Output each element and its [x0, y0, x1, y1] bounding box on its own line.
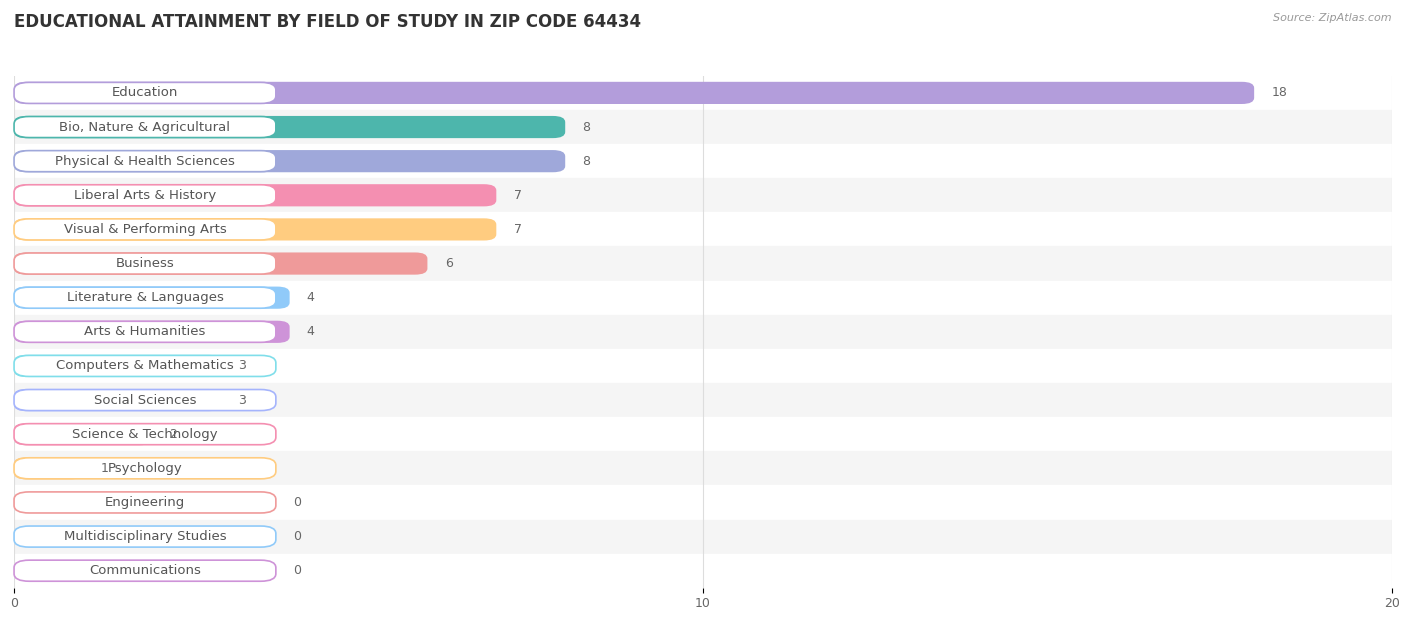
Bar	[14, 76, 1392, 110]
Bar	[14, 383, 1392, 417]
FancyBboxPatch shape	[14, 219, 276, 240]
Bar	[14, 315, 1392, 349]
FancyBboxPatch shape	[14, 82, 276, 104]
Text: Bio, Nature & Agricultural: Bio, Nature & Agricultural	[59, 121, 231, 133]
Text: 4: 4	[307, 325, 315, 338]
FancyBboxPatch shape	[14, 355, 221, 377]
FancyBboxPatch shape	[14, 287, 276, 308]
FancyBboxPatch shape	[14, 526, 276, 547]
Bar	[14, 246, 1392, 281]
Text: Communications: Communications	[89, 564, 201, 577]
FancyBboxPatch shape	[14, 389, 276, 411]
Text: 18: 18	[1271, 87, 1288, 99]
Text: Education: Education	[111, 87, 179, 99]
FancyBboxPatch shape	[14, 423, 276, 445]
Bar	[14, 178, 1392, 212]
FancyBboxPatch shape	[14, 150, 565, 173]
FancyBboxPatch shape	[14, 286, 290, 309]
Text: Arts & Humanities: Arts & Humanities	[84, 325, 205, 338]
FancyBboxPatch shape	[14, 116, 565, 138]
Text: 4: 4	[307, 291, 315, 304]
FancyBboxPatch shape	[14, 355, 276, 377]
FancyBboxPatch shape	[14, 218, 496, 241]
FancyBboxPatch shape	[14, 492, 276, 513]
Text: 8: 8	[582, 155, 591, 167]
FancyBboxPatch shape	[14, 185, 276, 206]
Bar	[14, 281, 1392, 315]
FancyBboxPatch shape	[14, 253, 276, 274]
Text: 0: 0	[292, 564, 301, 577]
FancyBboxPatch shape	[14, 321, 276, 343]
Bar	[14, 520, 1392, 554]
Text: Source: ZipAtlas.com: Source: ZipAtlas.com	[1274, 13, 1392, 23]
FancyBboxPatch shape	[14, 389, 221, 411]
FancyBboxPatch shape	[14, 116, 276, 138]
FancyBboxPatch shape	[14, 458, 276, 479]
Text: Science & Technology: Science & Technology	[72, 428, 218, 441]
Bar	[14, 110, 1392, 144]
Text: Visual & Performing Arts: Visual & Performing Arts	[63, 223, 226, 236]
Text: Computers & Mathematics: Computers & Mathematics	[56, 360, 233, 372]
FancyBboxPatch shape	[14, 320, 290, 343]
FancyBboxPatch shape	[14, 457, 83, 480]
Bar	[14, 417, 1392, 451]
Text: Social Sciences: Social Sciences	[94, 394, 197, 406]
Text: 6: 6	[444, 257, 453, 270]
Bar	[14, 144, 1392, 178]
Text: 2: 2	[169, 428, 177, 441]
Text: Engineering: Engineering	[105, 496, 186, 509]
FancyBboxPatch shape	[14, 423, 152, 446]
FancyBboxPatch shape	[14, 252, 427, 275]
FancyBboxPatch shape	[14, 560, 276, 581]
FancyBboxPatch shape	[14, 150, 276, 172]
Text: 3: 3	[238, 394, 246, 406]
Bar	[14, 485, 1392, 520]
Bar	[14, 451, 1392, 485]
Text: Business: Business	[115, 257, 174, 270]
Text: 1: 1	[100, 462, 108, 475]
Text: Physical & Health Sciences: Physical & Health Sciences	[55, 155, 235, 167]
Bar	[14, 212, 1392, 246]
FancyBboxPatch shape	[14, 82, 1254, 104]
Text: 0: 0	[292, 530, 301, 543]
Bar	[14, 349, 1392, 383]
Text: 7: 7	[513, 189, 522, 202]
Text: 8: 8	[582, 121, 591, 133]
Text: Liberal Arts & History: Liberal Arts & History	[75, 189, 217, 202]
Text: 0: 0	[292, 496, 301, 509]
Bar	[14, 554, 1392, 588]
Text: EDUCATIONAL ATTAINMENT BY FIELD OF STUDY IN ZIP CODE 64434: EDUCATIONAL ATTAINMENT BY FIELD OF STUDY…	[14, 13, 641, 30]
Text: Multidisciplinary Studies: Multidisciplinary Studies	[63, 530, 226, 543]
Text: Psychology: Psychology	[108, 462, 183, 475]
FancyBboxPatch shape	[14, 184, 496, 207]
Text: 3: 3	[238, 360, 246, 372]
Text: Literature & Languages: Literature & Languages	[66, 291, 224, 304]
Text: 7: 7	[513, 223, 522, 236]
